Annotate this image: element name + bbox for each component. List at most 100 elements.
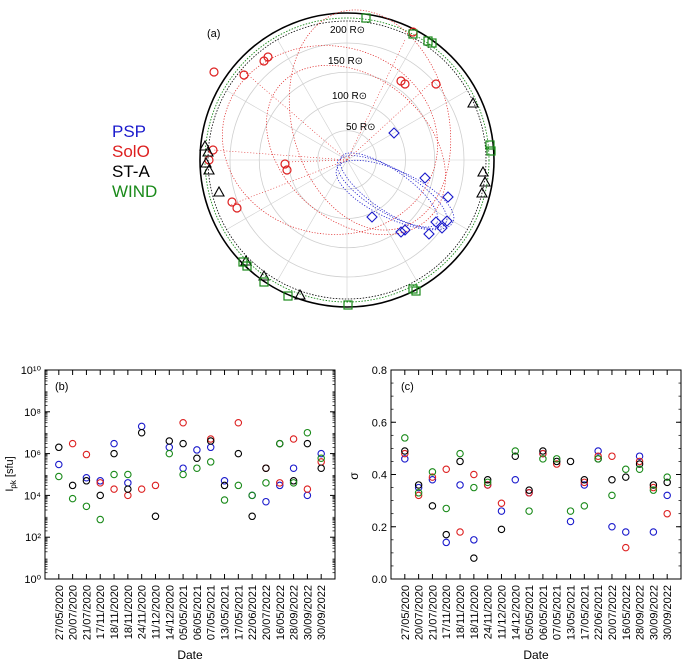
data-point-st-a xyxy=(317,464,325,472)
wind-marker xyxy=(343,300,353,310)
data-point-wind xyxy=(165,449,174,458)
y-axis-label-sub: pk xyxy=(9,479,18,488)
data-point-solo xyxy=(206,435,215,443)
data-point-solo xyxy=(151,481,160,490)
x-tick-label: 17/05/2021 xyxy=(579,585,591,640)
data-point-psp xyxy=(414,483,423,492)
solo-marker xyxy=(282,165,292,175)
radial-label: 50 R⊙ xyxy=(346,122,376,133)
sta-marker xyxy=(479,175,491,187)
wind-marker xyxy=(259,277,269,287)
data-point-st-a xyxy=(470,554,478,562)
grid-spoke xyxy=(277,159,348,281)
x-tick-label: 14/12/2020 xyxy=(164,585,176,640)
data-point-solo xyxy=(234,418,243,427)
data-point-solo xyxy=(622,543,630,552)
data-point-psp xyxy=(580,481,589,489)
sta-marker xyxy=(213,185,225,197)
data-point-psp xyxy=(594,447,602,455)
data-point-solo xyxy=(552,460,561,468)
data-point-st-a xyxy=(248,512,256,521)
x-tick-label: 27/05/2020 xyxy=(54,585,66,640)
data-point-wind xyxy=(96,515,104,524)
radial-label: 150 R⊙ xyxy=(328,56,363,67)
data-point-psp xyxy=(663,491,671,500)
x-tick-label: 20/07/2020 xyxy=(68,585,80,640)
data-point-psp xyxy=(165,443,174,452)
solo-marker xyxy=(400,79,410,89)
psp-orbit xyxy=(339,152,439,228)
data-point-psp xyxy=(303,491,312,500)
data-point-wind xyxy=(428,468,437,476)
solo-marker xyxy=(227,197,237,207)
data-point-solo xyxy=(649,483,658,492)
grid-spoke xyxy=(226,90,348,161)
solo-line xyxy=(346,81,433,161)
grid-spoke xyxy=(346,90,468,161)
psp-marker xyxy=(442,191,454,203)
wind-marker xyxy=(408,284,418,294)
data-point-wind xyxy=(206,458,215,466)
data-point-psp xyxy=(401,455,409,463)
solo-marker xyxy=(232,203,242,213)
data-point-wind xyxy=(442,504,450,513)
solo-orbit xyxy=(288,9,452,231)
data-point-st-a xyxy=(511,452,520,460)
psp-orbit xyxy=(335,159,455,231)
data-point-psp xyxy=(622,528,630,536)
x-tick-label: 30/09/2022 xyxy=(302,585,314,640)
data-point-solo xyxy=(414,491,423,500)
data-point-st-a xyxy=(165,437,174,445)
data-point-st-a xyxy=(525,486,533,494)
x-tick-label: 20/07/2022 xyxy=(261,585,273,640)
y-axis-label: σ xyxy=(347,472,361,480)
data-point-st-a xyxy=(442,530,450,539)
sta-marker xyxy=(199,139,211,151)
y-tick-label: 0.0 xyxy=(372,574,387,586)
data-point-st-a xyxy=(663,478,671,487)
data-point-wind xyxy=(580,502,589,510)
data-point-psp xyxy=(289,464,298,472)
psp-marker xyxy=(419,172,431,184)
solo-marker xyxy=(431,79,441,89)
data-point-st-a xyxy=(234,449,243,458)
data-point-psp xyxy=(635,452,644,460)
x-tick-label: 21/07/2020 xyxy=(427,585,439,640)
data-point-st-a xyxy=(124,485,132,493)
wind-marker xyxy=(361,13,371,23)
data-point-solo xyxy=(110,485,118,493)
data-point-st-a xyxy=(262,464,270,472)
sta-marker xyxy=(258,269,270,281)
data-point-wind xyxy=(511,447,520,455)
x-tick-label: 06/05/2021 xyxy=(192,585,204,640)
data-point-st-a xyxy=(622,473,630,481)
y-tick-label: 10² xyxy=(25,532,41,544)
sta-marker xyxy=(476,186,488,198)
data-point-st-a xyxy=(414,481,423,489)
data-point-wind xyxy=(248,491,256,500)
data-point-psp xyxy=(608,522,616,531)
data-point-solo xyxy=(483,481,492,489)
wind-marker xyxy=(408,29,418,39)
data-point-wind xyxy=(68,494,77,503)
data-point-st-a xyxy=(428,502,437,510)
data-point-wind xyxy=(470,483,478,492)
x-tick-label: 30/09/2022 xyxy=(648,585,660,640)
data-point-wind xyxy=(262,479,270,487)
data-point-st-a xyxy=(68,481,77,490)
data-point-st-a xyxy=(82,477,91,485)
data-point-wind xyxy=(552,455,561,463)
data-point-wind xyxy=(525,507,533,515)
panel-label: (c) xyxy=(401,381,414,393)
data-point-solo xyxy=(96,479,104,487)
data-point-solo xyxy=(594,452,602,460)
data-point-solo xyxy=(635,457,644,466)
grid-spoke xyxy=(277,39,348,161)
x-tick-label: 16/05/2022 xyxy=(275,585,287,640)
y-tick-label: 10¹⁰ xyxy=(21,365,42,377)
grid-spoke xyxy=(346,39,417,161)
psp-marker xyxy=(366,211,378,223)
psp-marker xyxy=(441,215,453,227)
data-point-st-a xyxy=(193,454,201,462)
panel-c-sigma-chart: 0.0 0.2 0.4 0.6 0.8 27/05/2020 20/07/2020 21/07… xyxy=(347,365,682,662)
